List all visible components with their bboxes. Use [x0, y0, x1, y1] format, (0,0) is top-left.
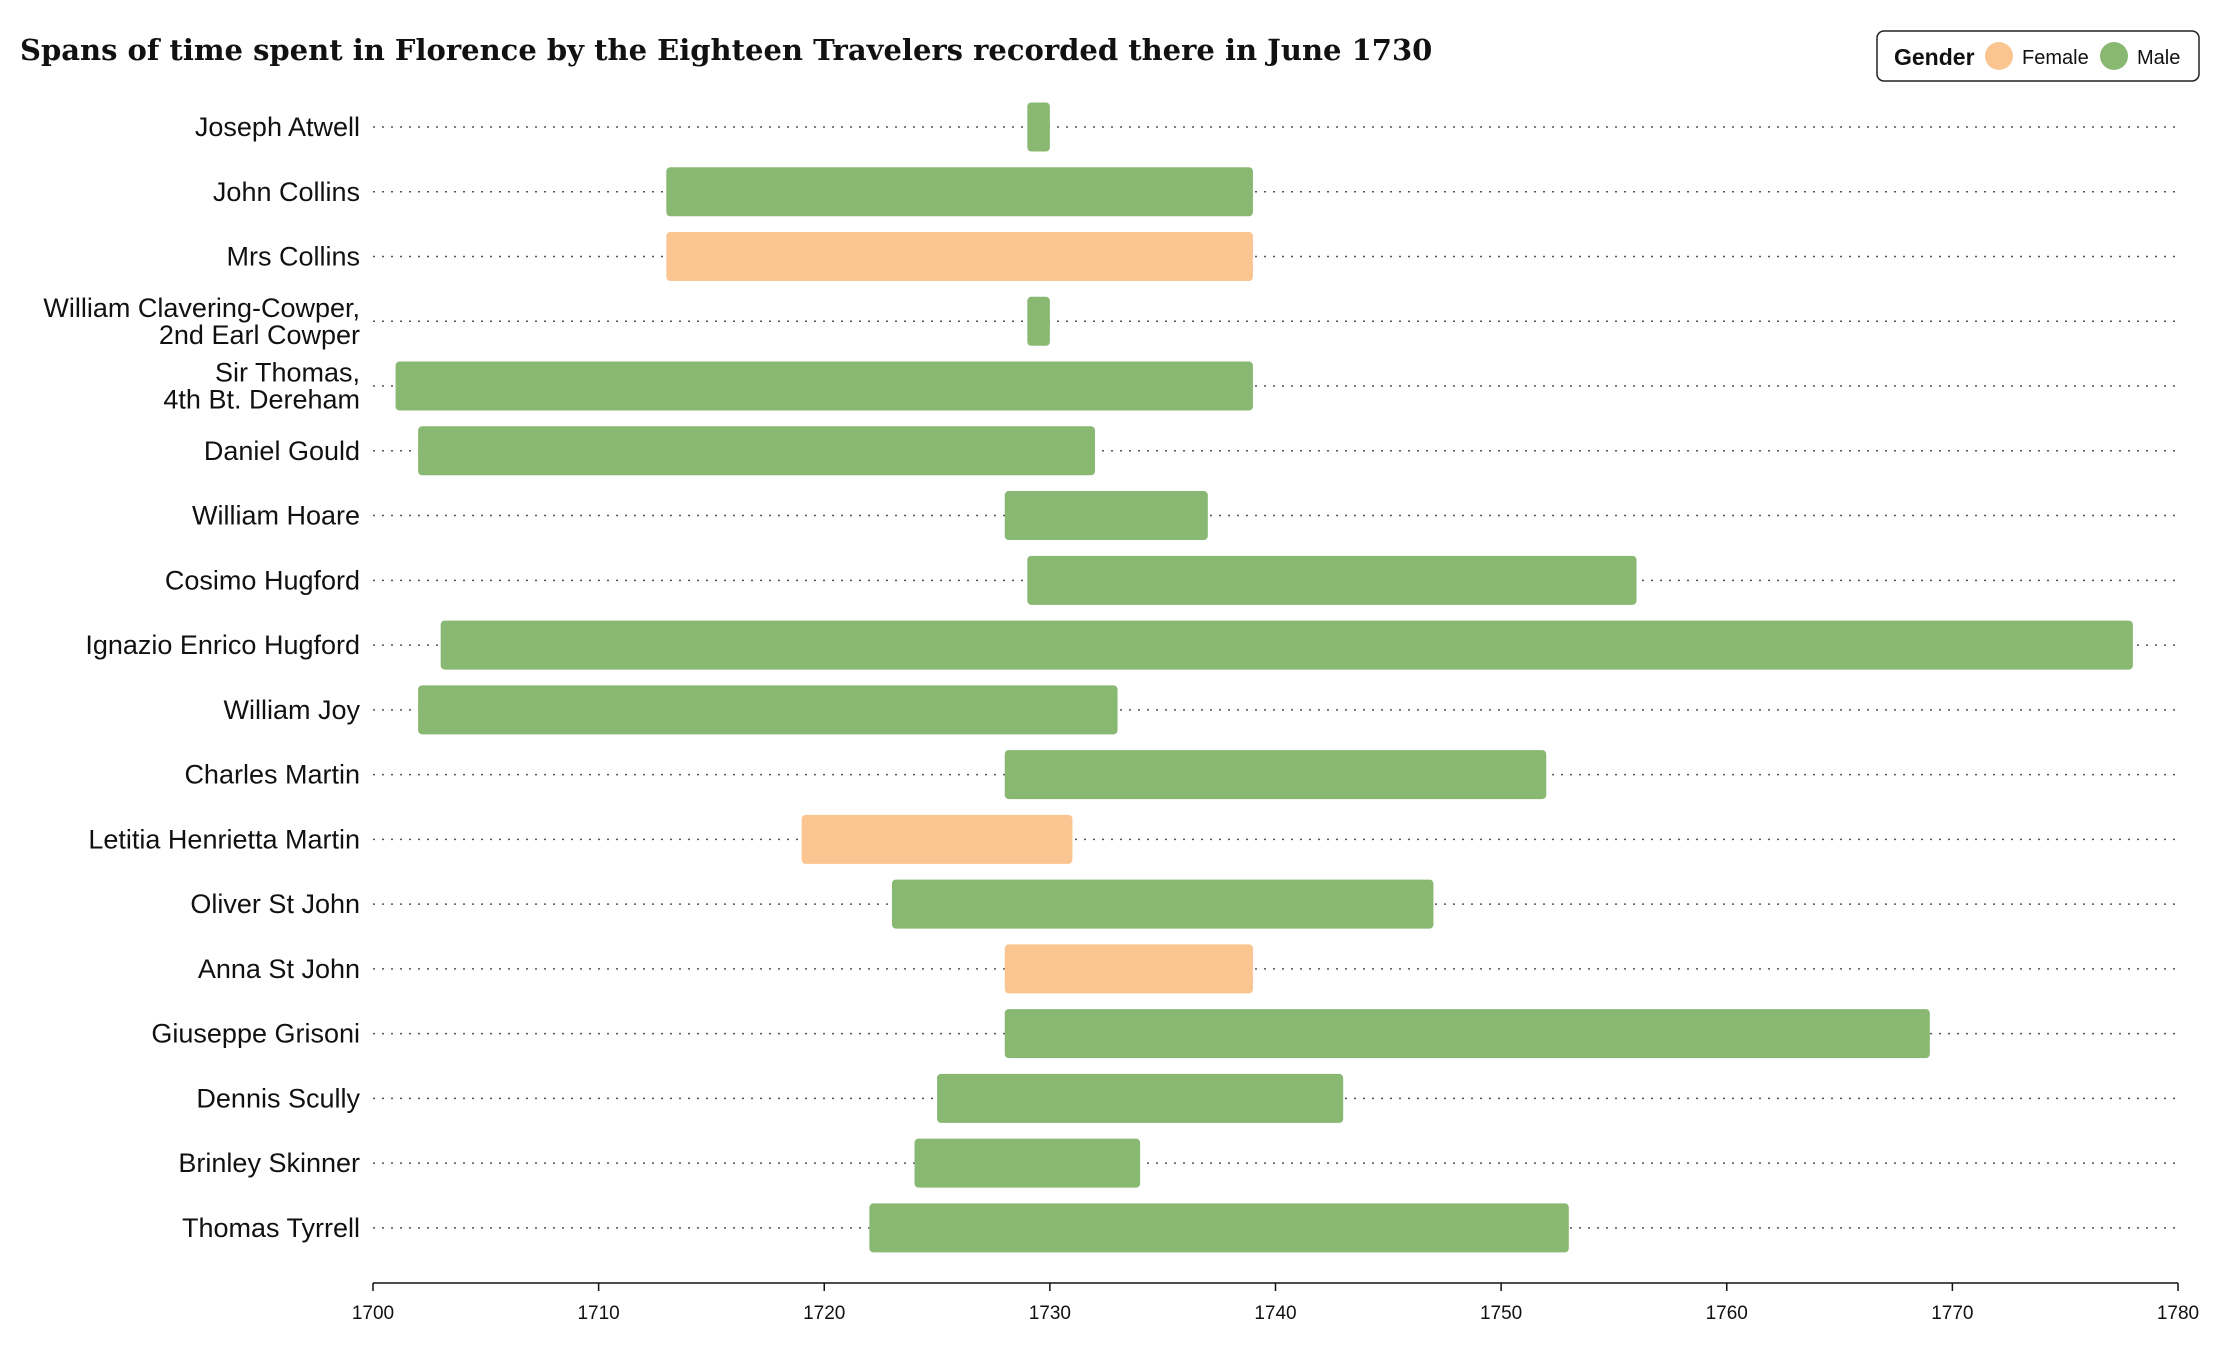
row-label-brinley-skinner: Brinley Skinner	[178, 1148, 360, 1178]
x-tick-label: 1770	[1931, 1303, 1973, 1324]
legend: Gender Female Male	[1876, 30, 2200, 82]
bar-giuseppe-grisoni	[1004, 1009, 1930, 1059]
bar-anna-st-john	[1004, 944, 1253, 994]
row-label-john-collins: John Collins	[213, 177, 360, 207]
row-label-giuseppe-grisoni: Giuseppe Grisoni	[151, 1019, 360, 1049]
bar-william-clavering-cowper-2nd-earl-cowper	[1027, 296, 1050, 346]
x-tick-label: 1710	[577, 1303, 619, 1324]
row-label-mrs-collins: Mrs Collins	[226, 242, 360, 272]
bar-ignazio-enrico-hugford	[440, 620, 2133, 670]
row-label-letitia-henrietta-martin: Letitia Henrietta Martin	[88, 824, 360, 854]
row-label-anna-st-john: Anna St John	[198, 954, 360, 984]
x-axis: 1700 1710 1720 1730 1740 1750 1760 1770 1780	[352, 1282, 2199, 1324]
x-tick-label: 1750	[1480, 1303, 1522, 1324]
bar-thomas-tyrrell	[869, 1203, 1569, 1253]
legend-title: Gender	[1894, 44, 1975, 70]
bar-daniel-gould	[418, 426, 1095, 476]
row-label-charles-martin: Charles Martin	[184, 760, 360, 790]
bar-cosimo-hugford	[1027, 555, 1637, 605]
x-tick-label: 1700	[352, 1303, 394, 1324]
row-label-joseph-atwell: Joseph Atwell	[195, 112, 360, 142]
row-label-william-hoare: William Hoare	[192, 501, 360, 531]
x-tick-label: 1740	[1254, 1303, 1296, 1324]
row-guides	[373, 126, 2178, 1229]
legend-label-male: Male	[2137, 47, 2180, 69]
bar-sir-thomas-4th-bt-dereham	[395, 361, 1253, 411]
bar-brinley-skinner	[914, 1138, 1141, 1188]
row-label-cosimo-hugford: Cosimo Hugford	[165, 565, 360, 595]
bar-mrs-collins	[666, 232, 1253, 282]
x-tick-label: 1730	[1029, 1303, 1071, 1324]
row-label-dennis-scully: Dennis Scully	[196, 1083, 360, 1113]
row-labels: Joseph Atwell John Collins Mrs Collins Will…	[43, 112, 360, 1243]
row-label-thomas-tyrrell: Thomas Tyrrell	[182, 1213, 360, 1243]
x-tick-label: 1760	[1706, 1303, 1748, 1324]
row-label-ignazio-enrico-hugford: Ignazio Enrico Hugford	[85, 630, 360, 660]
row-label-sir-thomas-4th-bt-dereham: Sir Thomas,	[215, 358, 360, 388]
bars	[395, 102, 2133, 1253]
bar-william-joy	[418, 685, 1118, 735]
row-label-william-joy: William Joy	[223, 695, 360, 725]
legend-swatch-male	[2100, 42, 2128, 70]
legend-swatch-female	[1985, 42, 2013, 70]
row-label-daniel-gould: Daniel Gould	[204, 436, 360, 466]
legend-label-female: Female	[2022, 47, 2089, 69]
bar-letitia-henrietta-martin	[801, 814, 1073, 864]
x-tick-label: 1720	[803, 1303, 845, 1324]
bar-william-hoare	[1004, 491, 1208, 541]
bar-dennis-scully	[937, 1073, 1344, 1123]
row-label-oliver-st-john: Oliver St John	[190, 889, 360, 919]
bar-john-collins	[666, 167, 1253, 217]
row-label-william-clavering-cowper-2nd-earl-cowper: William Clavering-Cowper,	[43, 293, 360, 323]
row-label-sir-thomas-4th-bt-dereham: 4th Bt. Dereham	[163, 385, 360, 415]
bar-joseph-atwell	[1027, 102, 1050, 152]
bar-charles-martin	[1004, 750, 1547, 800]
x-tick-label: 1780	[2157, 1303, 2199, 1324]
bar-oliver-st-john	[891, 879, 1434, 929]
row-label-william-clavering-cowper-2nd-earl-cowper: 2nd Earl Cowper	[159, 320, 360, 350]
chart-title: Spans of time spent in Florence by the E…	[20, 33, 1432, 67]
